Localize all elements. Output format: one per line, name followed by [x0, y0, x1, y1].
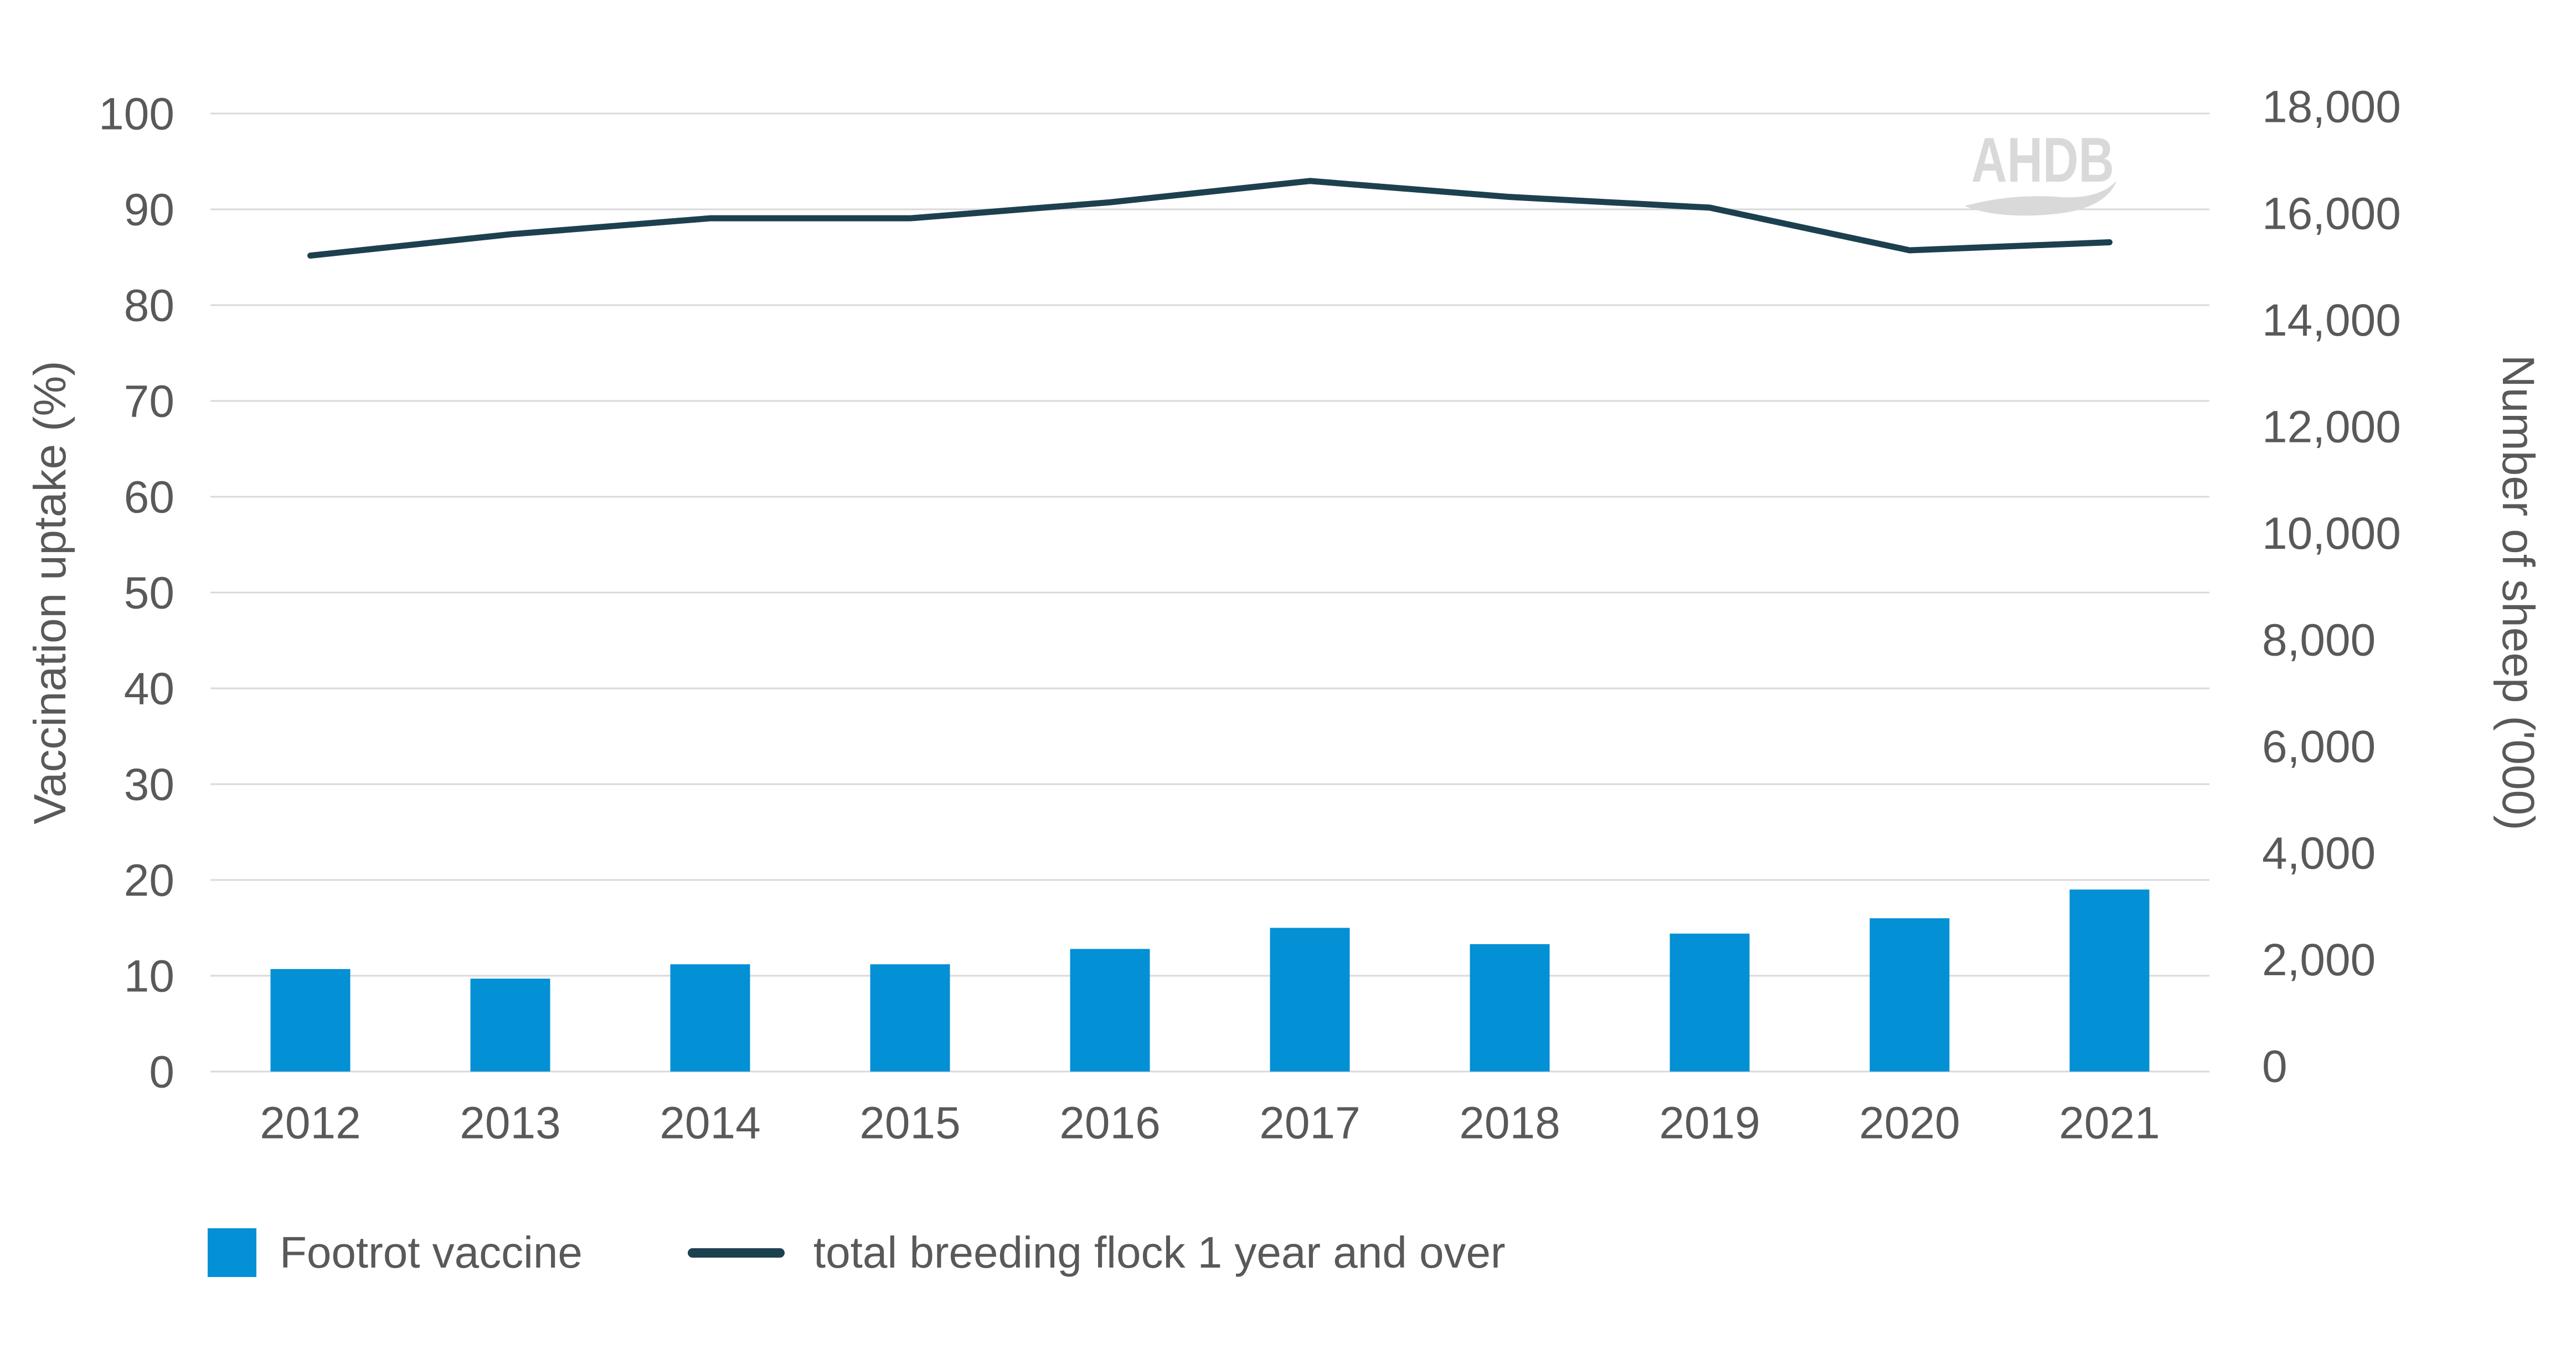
bar-2016 [1070, 949, 1150, 1072]
left-tick-60: 60 [124, 472, 174, 523]
year-label-2012: 2012 [260, 1098, 360, 1149]
year-label-2019: 2019 [1659, 1098, 1760, 1149]
right-tick-14000: 14,000 [2262, 295, 2401, 346]
year-label-2014: 2014 [660, 1098, 760, 1149]
breeding-flock-line [307, 178, 2113, 259]
year-label-2016: 2016 [1059, 1098, 1160, 1149]
left-tick-30: 30 [124, 760, 174, 810]
ahdb-logo: AHDB [1965, 125, 2116, 216]
legend-label-breeding-flock: total breeding flock 1 year and over [813, 1228, 1506, 1277]
year-label-2021: 2021 [2059, 1098, 2160, 1149]
right-tick-18000: 18,000 [2262, 82, 2401, 132]
bar-2019 [1670, 933, 1750, 1072]
legend-label-footrot-vaccine: Footrot vaccine [280, 1228, 583, 1277]
left-tick-80: 80 [124, 281, 174, 331]
x-axis-year-labels: 2012 2013 2014 2015 2016 2017 2018 2019 2020 2021 [260, 1098, 2160, 1149]
right-tick-16000: 16,000 [2262, 188, 2401, 239]
left-tick-70: 70 [124, 377, 174, 427]
gridlines [210, 112, 2209, 1073]
right-tick-2000: 2,000 [2262, 935, 2376, 985]
bar-series-footrot-vaccine [270, 889, 2150, 1072]
bar-2014 [670, 964, 750, 1072]
left-tick-20: 20 [124, 856, 174, 906]
left-axis-title: Vaccination uptake (%) [25, 361, 75, 824]
legend: Footrot vaccine total breeding flock 1 y… [208, 1228, 1506, 1277]
right-tick-8000: 8,000 [2262, 615, 2376, 665]
bar-2018 [1470, 944, 1550, 1072]
legend-line-marker-breeding-flock [687, 1248, 785, 1258]
right-tick-10000: 10,000 [2262, 508, 2401, 559]
year-label-2018: 2018 [1459, 1098, 1560, 1149]
bar-2020 [1869, 918, 1950, 1072]
bar-2021 [2069, 889, 2150, 1072]
left-tick-100: 100 [99, 89, 174, 140]
right-tick-4000: 4,000 [2262, 828, 2376, 879]
left-axis-tick-labels: 0 10 20 30 40 50 60 70 80 90 100 [99, 89, 174, 1098]
left-tick-50: 50 [124, 568, 174, 619]
bar-2015 [870, 964, 950, 1072]
right-axis-tick-labels: 0 2,000 4,000 6,000 8,000 10,000 12,000 14,000 1… [2262, 82, 2401, 1092]
left-tick-0: 0 [149, 1047, 174, 1098]
year-label-2020: 2020 [1859, 1098, 1960, 1149]
bar-2017 [1270, 928, 1350, 1072]
left-tick-90: 90 [124, 185, 174, 235]
ahdb-logo-swoosh-icon [1965, 181, 2116, 216]
right-axis-title: Number of sheep ('000) [2493, 355, 2543, 831]
right-tick-0: 0 [2262, 1042, 2288, 1092]
bar-2013 [470, 979, 550, 1072]
legend-swatch-footrot-vaccine [208, 1228, 256, 1277]
left-tick-10: 10 [124, 951, 174, 1002]
line-series-breeding-flock [307, 178, 2113, 259]
right-tick-6000: 6,000 [2262, 722, 2376, 772]
year-label-2015: 2015 [859, 1098, 960, 1149]
bar-2012 [270, 969, 351, 1072]
left-tick-40: 40 [124, 664, 174, 714]
right-tick-12000: 12,000 [2262, 401, 2401, 452]
year-label-2017: 2017 [1259, 1098, 1360, 1149]
ahdb-logo-text: AHDB [1971, 125, 2114, 195]
year-label-2013: 2013 [460, 1098, 560, 1149]
